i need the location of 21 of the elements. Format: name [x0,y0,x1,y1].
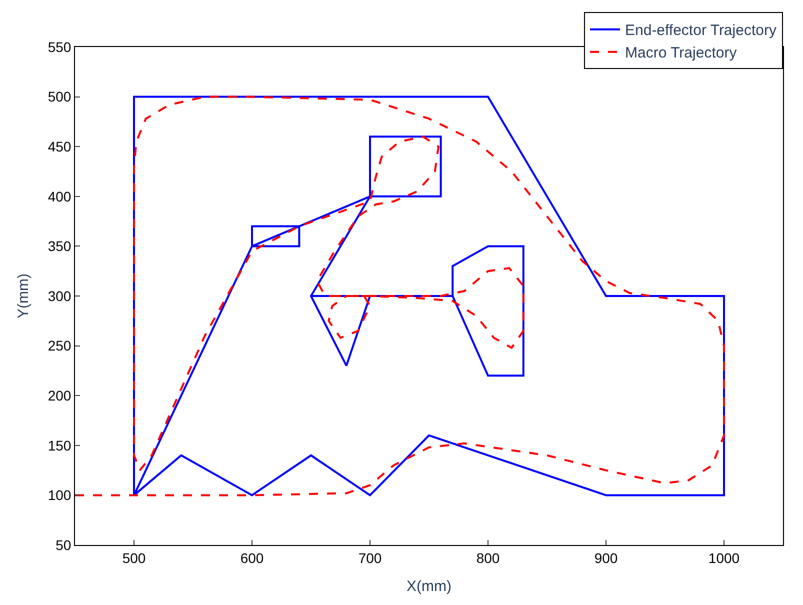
y-tick-label: 250 [48,338,72,354]
legend-label: End-effector Trajectory [625,22,777,40]
x-tick-label: 900 [594,550,618,566]
legend-label: Macro Trajectory [625,44,738,62]
y-tick-label: 500 [48,88,72,105]
y-tick-label: 550 [48,38,72,55]
y-tick-label: 50 [56,536,72,553]
x-tick-label: 800 [476,550,500,566]
y-tick-label: 200 [48,388,72,404]
x-tick-label: 600 [240,550,264,566]
x-tick-label: 700 [358,550,382,566]
y-tick-label: 100 [48,487,72,504]
y-tick-label: 400 [48,188,72,204]
y-axis-title: Y(mm) [15,274,32,318]
y-tick-label: 150 [48,437,72,454]
x-axis-title: X(mm) [406,578,452,595]
y-tick-label: 350 [48,238,72,254]
y-tick-label: 300 [48,288,72,304]
x-tick-label: 1000 [708,550,740,566]
y-tick-label: 450 [48,138,72,154]
x-tick-label: 500 [122,550,146,566]
